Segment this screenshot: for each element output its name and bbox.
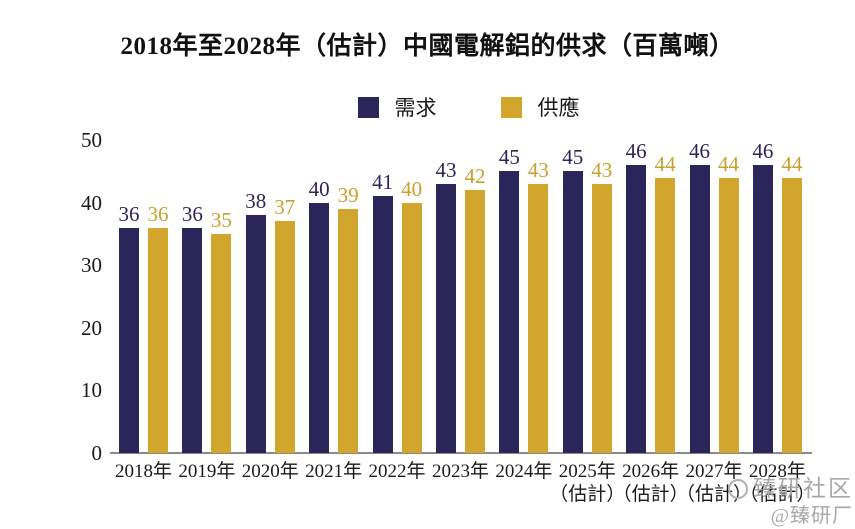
supply-value-label-2025年（估計）: 43 [591, 157, 613, 182]
demand-bar-2019年 [182, 227, 203, 453]
supply-bar-2024年 [528, 183, 549, 453]
watermark-handle-text: @臻研厂 [770, 505, 853, 527]
chart-title: 2018年至2028年（估計）中國電解鋁的供求（百萬噸） [120, 33, 735, 60]
supply-value-label-2021年: 39 [337, 182, 359, 207]
bar-group-2027年（估計）: 46 44 2027年 （估計） [676, 140, 752, 505]
demand-bar-2022年 [372, 196, 393, 453]
demand-value-label-2026年（估計）: 46 [625, 139, 647, 164]
supply-value-label-2020年: 37 [274, 195, 296, 220]
legend-label-demand: 需求 [394, 96, 437, 120]
demand-value-label-2022年: 41 [372, 170, 394, 195]
watermark-line1: 臻研社区 [728, 476, 853, 502]
watermark: 臻研社区 @臻研厂 [728, 476, 853, 527]
supply-bar-2025年（估計） [591, 183, 612, 453]
demand-bar-2026年（估計） [626, 165, 647, 453]
demand-bar-2021年 [309, 202, 330, 453]
demand-bar-2028年（估計） [752, 165, 773, 453]
y-tick-label-0: 0 [91, 441, 103, 465]
demand-value-label-2025年（估計）: 45 [562, 145, 584, 170]
bar-group-2018年: 36 36 2018年 [115, 140, 172, 482]
supply-value-label-2024年: 43 [527, 157, 549, 182]
demand-color-swatch [357, 96, 379, 118]
bar-group-2026年（估計）: 46 44 2026年 （估計） [613, 140, 689, 505]
demand-bar-2025年（估計） [562, 171, 583, 453]
supply-value-label-2027年（估計）: 44 [718, 151, 740, 176]
y-tick-label-40: 40 [81, 190, 102, 215]
x-axis-label-2018年: 2018年 [114, 461, 172, 482]
x-axis-line [110, 452, 812, 454]
supply-bar-2022年 [401, 202, 422, 453]
bar-group-2021年: 40 39 2021年 [305, 140, 362, 482]
bar-group-2020年: 38 37 2020年 [242, 140, 299, 482]
supply-bar-2027年（估計） [718, 177, 739, 453]
supply-bar-2026年（估計） [655, 177, 676, 453]
bar-group-2024年: 45 43 2024年 [495, 140, 552, 482]
demand-value-label-2019年: 36 [181, 201, 203, 226]
x-axis-label-2026年（估計）: 2026年 （估計） [612, 461, 689, 505]
legend-item-demand: 需求 [357, 92, 437, 122]
demand-bar-2027年（估計） [689, 165, 710, 453]
y-tick-label-20: 20 [81, 315, 102, 340]
x-axis-label-2020年: 2020年 [241, 461, 299, 482]
watermark-community-text: 臻研社区 [753, 476, 853, 501]
legend: 需求 供應 [0, 92, 855, 122]
plot-area: 36 36 2018年 36 35 2019年 38 37 2020年 40 39 2021年 41 40… [115, 140, 815, 505]
demand-value-label-2023年: 43 [435, 157, 457, 182]
supply-value-label-2022年: 40 [401, 176, 423, 201]
y-tick-label-50: 50 [81, 128, 102, 152]
bar-group-2025年（估計）: 45 43 2025年 （估計） [549, 140, 625, 505]
x-axis-label-2022年: 2022年 [368, 461, 426, 482]
demand-bar-2024年 [499, 171, 520, 453]
demand-value-label-2028年（估計）: 46 [752, 139, 774, 164]
demand-value-label-2027年（估計）: 46 [689, 139, 711, 164]
bar-group-2019年: 36 35 2019年 [178, 140, 235, 482]
demand-value-label-2018年: 36 [118, 201, 140, 226]
supply-bar-2028年（估計） [781, 177, 802, 453]
supply-bar-2021年 [338, 208, 359, 453]
supply-value-label-2026年（估計）: 44 [654, 151, 676, 176]
bar-group-2028年（估計）: 46 44 2028年 （估計） [739, 140, 815, 505]
demand-value-label-2020年: 38 [245, 189, 267, 214]
x-axis-label-2028年（估計）: 2028年 （估計） [739, 461, 816, 505]
x-axis-label-2023年: 2023年 [431, 461, 489, 482]
legend-item-supply: 供應 [500, 92, 580, 122]
supply-value-label-2018年: 36 [147, 201, 169, 226]
supply-bar-2019年 [211, 233, 232, 453]
supply-value-label-2019年: 35 [210, 207, 232, 232]
bar-group-2022年: 41 40 2022年 [369, 140, 426, 482]
supply-bar-2018年 [148, 227, 168, 453]
y-tick-label-10: 10 [81, 378, 102, 403]
supply-bar-2023年 [464, 190, 485, 453]
x-axis-label-2021年: 2021年 [305, 461, 363, 482]
bar-group-2023年: 43 42 2023年 [432, 140, 489, 482]
legend-label-supply: 供應 [537, 96, 580, 120]
supply-bar-2020年 [274, 221, 295, 453]
supply-color-swatch [500, 96, 522, 118]
demand-value-label-2021年: 40 [308, 176, 330, 201]
watermark-logo-icon [728, 479, 748, 499]
demand-bar-2018年 [119, 227, 139, 453]
x-axis-label-2024年: 2024年 [495, 461, 553, 482]
x-axis-label-2025年（估計）: 2025年 （估計） [549, 461, 626, 505]
y-tick-label-30: 30 [81, 253, 102, 278]
demand-bar-2020年 [245, 215, 266, 453]
demand-bar-2023年 [435, 183, 456, 453]
supply-value-label-2028年（估計）: 44 [781, 151, 803, 176]
demand-value-label-2024年: 45 [498, 145, 520, 170]
x-axis-label-2019年: 2019年 [178, 461, 236, 482]
supply-value-label-2023年: 42 [464, 164, 486, 189]
y-axis: 0 10 20 30 40 50 [50, 128, 102, 465]
